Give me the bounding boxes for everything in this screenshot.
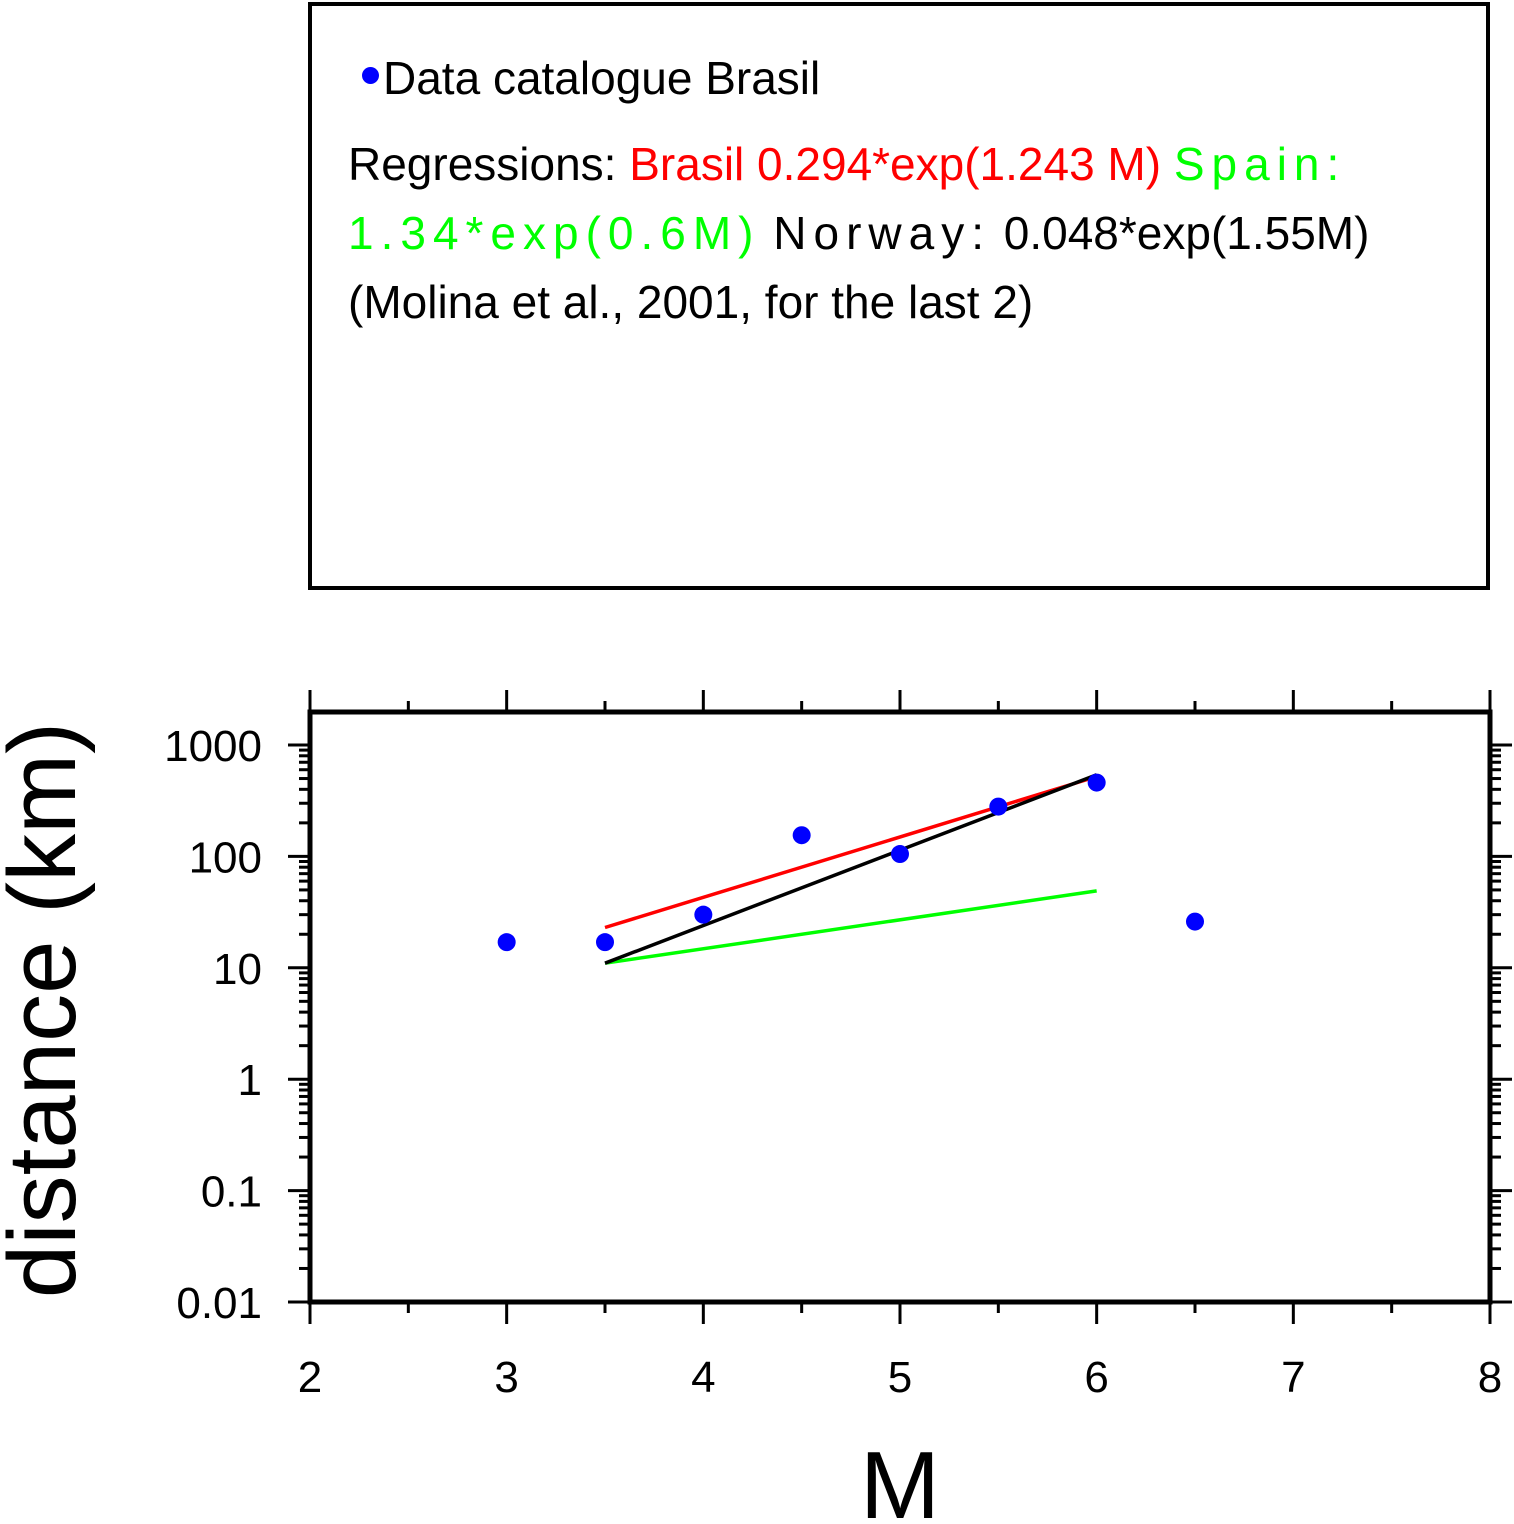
x-tick-label: 8: [1478, 1353, 1502, 1402]
y-tick-label: 0.1: [201, 1168, 262, 1217]
data-point: [1186, 912, 1204, 931]
spain-regression-label: Spain: 1.34*exp(0.6M): [348, 138, 1347, 259]
regressions-prefix: Regressions:: [348, 138, 630, 190]
legend-series-entry: Data catalogue Brasil: [362, 50, 820, 106]
legend-series-label: Data catalogue Brasil: [383, 52, 821, 104]
y-axis-title: distance (km): [0, 722, 96, 1298]
y-tick-label: 10: [213, 945, 262, 994]
legend-regressions-text: Regressions: Brasil 0.294*exp(1.243 M) S…: [348, 130, 1468, 337]
data-point: [989, 797, 1008, 816]
norway-regression-rest: 0.048*exp(1.55M) (Molina et al., 2001, f…: [348, 207, 1370, 328]
y-tick-label: 1000: [164, 722, 262, 771]
data-point: [596, 933, 614, 952]
brasil-regression-label: Brasil 0.294*exp(1.243 M): [629, 138, 1162, 190]
brasil-regression-line: [604, 774, 1098, 930]
data-point: [497, 933, 516, 952]
x-tick-label: 7: [1281, 1353, 1305, 1402]
data-point: [891, 845, 909, 864]
norway-regression-label: Norway:: [773, 207, 991, 259]
data-point: [1087, 773, 1106, 792]
data-point: [792, 826, 811, 845]
legend-box: Data catalogue Brasil Regressions: Brasi…: [308, 2, 1490, 590]
y-tick-label: 0.01: [176, 1279, 262, 1328]
x-tick-label: 6: [1084, 1353, 1108, 1402]
y-tick-label: 1: [238, 1056, 262, 1105]
x-tick-label: 4: [691, 1353, 715, 1402]
legend-point-marker: [362, 67, 379, 85]
data-point: [694, 905, 713, 924]
x-tick-label: 2: [298, 1353, 322, 1402]
y-tick-label: 100: [189, 833, 262, 882]
x-axis-title: M: [860, 1432, 940, 1524]
norway-regression-line: [604, 773, 1098, 965]
x-tick-label: 3: [494, 1353, 518, 1402]
plot-frame: [307, 709, 1493, 1305]
x-tick-label: 5: [888, 1353, 912, 1402]
spain-regression-line: [604, 889, 1097, 965]
